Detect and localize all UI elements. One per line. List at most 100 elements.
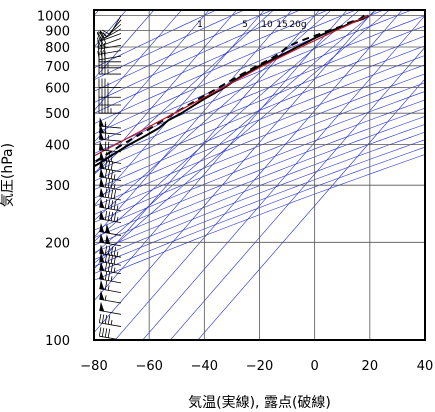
wind-barb-flag [104, 245, 108, 255]
wind-barb-flag [101, 327, 105, 337]
temperature-line [94, 14, 370, 168]
wind-barb-flag [98, 313, 102, 323]
wind-barb-staff [101, 28, 122, 41]
isotherm-line [94, 10, 320, 270]
wind-barb-flag [104, 151, 108, 161]
wind-barb-flag [101, 314, 105, 324]
dry-adiabat-line [94, 10, 301, 103]
wind-barb-pennant [99, 244, 105, 255]
wind-barb-flag [110, 246, 114, 256]
isotherm-line [94, 10, 265, 207]
dry-adiabat-line [94, 10, 357, 125]
wind-barb-pennant [99, 261, 105, 271]
wind-barb-pennant [99, 233, 105, 243]
wind-barb-pennant [99, 167, 105, 178]
y-tick-label: 900 [45, 24, 70, 39]
x-tick-label: −20 [246, 359, 273, 374]
wind-barb-staff [99, 322, 122, 327]
mixing-ratio-label: 20g [289, 20, 306, 30]
mixing-ratio-line [94, 10, 390, 264]
wind-barb-flag [113, 189, 117, 199]
dry-adiabat-line [94, 10, 218, 69]
x-tick-label: −40 [191, 359, 218, 374]
wind-barb-flag [110, 200, 114, 210]
wind-barb-flag [103, 44, 106, 54]
x-tick-label: −80 [80, 359, 107, 374]
wind-barb-staff [100, 33, 122, 42]
mixing-ratio-line [94, 10, 378, 255]
wind-barb-pennant [99, 301, 105, 312]
wind-barb-half-flag [104, 295, 107, 301]
y-tick-label: 800 [45, 41, 70, 56]
mixing-ratio-label: 10 [261, 20, 273, 30]
wind-barb-flag [104, 130, 107, 140]
dry-adiabat-line [94, 64, 425, 199]
wind-barb-flag [107, 178, 111, 188]
wind-barb-pennant [99, 252, 105, 263]
wind-barb-staff [103, 23, 122, 39]
wind-barb-flag [104, 160, 108, 170]
dry-adiabat-line [94, 10, 413, 145]
wind-barb-flag [107, 245, 111, 255]
wind-barb-flag [110, 161, 114, 171]
wind-barb-pennant [99, 117, 105, 127]
x-tick-label: −60 [135, 359, 162, 374]
dry-adiabat-line [94, 10, 246, 81]
wind-barb-pennant [99, 159, 105, 169]
x-tick-label: 40 [417, 359, 434, 374]
wind-barb-flag [107, 211, 111, 221]
mixing-ratio-line [94, 10, 274, 176]
dry-adiabat-line [94, 115, 425, 246]
parcel-line [94, 14, 369, 157]
x-tick-label: 20 [362, 359, 379, 374]
isotherm-line [94, 10, 210, 143]
dry-adiabat-line [94, 45, 425, 182]
dry-adiabat-line [94, 99, 425, 231]
wind-barb-half-flag [113, 267, 116, 273]
wind-barbs [96, 15, 122, 341]
wind-barb-pennant [99, 222, 105, 233]
wind-barb-flag [96, 32, 101, 42]
y-tick-label: 400 [45, 139, 70, 154]
dry-adiabat-line [94, 15, 425, 154]
wind-barb-flag [104, 141, 107, 151]
wind-barb-flag [97, 40, 100, 50]
wind-barb-staff [99, 125, 122, 129]
dry-adiabat-line [94, 123, 425, 253]
wind-barb-flag [104, 271, 108, 281]
wind-barb-pennant [105, 234, 111, 244]
wind-barb-flag [113, 255, 117, 265]
wind-barb-flag [107, 169, 111, 179]
wind-barb-flag [104, 178, 108, 188]
wind-barb-flag [107, 199, 111, 209]
wind-barb-pennant [99, 140, 105, 151]
profile-lines [94, 14, 370, 168]
wind-barb-flag [107, 160, 111, 170]
dry-adiabat-line [94, 10, 329, 114]
y-tick-label: 100 [45, 334, 70, 349]
wind-barb-flag [98, 327, 102, 337]
x-tick-label: 0 [311, 359, 319, 374]
wind-barb-pennant [99, 270, 105, 280]
dry-adiabat-line [94, 10, 273, 92]
wind-barb-half-flag [113, 174, 116, 180]
wind-barb-flag [110, 189, 114, 199]
dry-adiabat-line [94, 131, 425, 260]
wind-barb-flag [107, 188, 111, 198]
plot-frame [93, 9, 426, 341]
wind-barb-half-flag [116, 251, 119, 257]
wind-barb-pennant [99, 187, 105, 198]
isotherm-line [169, 46, 425, 340]
dry-adiabat-line [94, 82, 425, 215]
wind-barb-flag [104, 199, 108, 209]
wind-barb-flag [100, 39, 103, 49]
y-tick-label: 200 [45, 236, 70, 251]
wind-barb-flag [107, 328, 111, 338]
isotherm-line [94, 10, 238, 175]
wind-barb-pennant [99, 198, 105, 208]
wind-barb-flag [102, 29, 111, 35]
wind-barb-flag [113, 212, 117, 222]
isotherm-line [94, 10, 293, 238]
mixing-ratio-label: 15 [276, 20, 287, 30]
